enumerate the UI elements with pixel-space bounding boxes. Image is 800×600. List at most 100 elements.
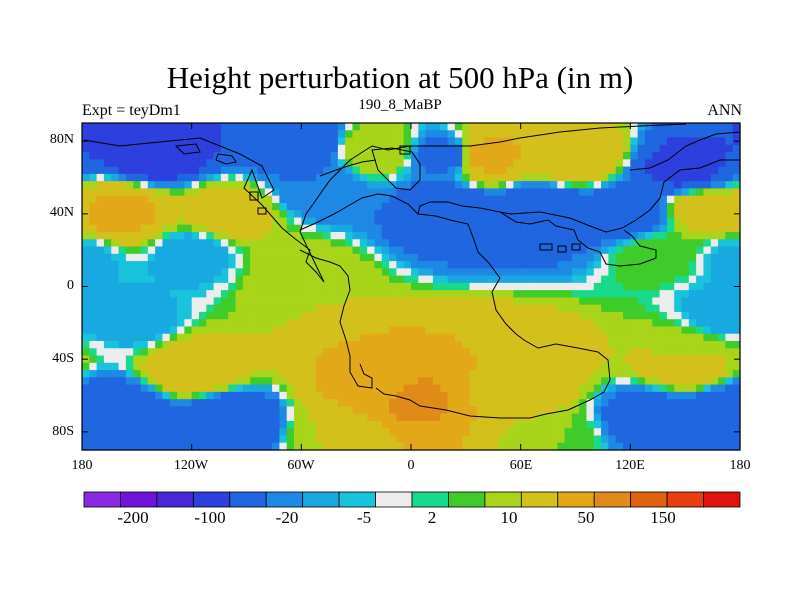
- field-cell: [264, 370, 273, 378]
- field-cell: [425, 275, 434, 284]
- field-cell: [337, 137, 346, 146]
- field-cell: [418, 202, 427, 211]
- field-cell: [184, 326, 193, 335]
- field-cell: [432, 275, 441, 284]
- field-cell: [220, 173, 229, 182]
- field-cell: [198, 159, 207, 168]
- field-cell: [337, 123, 346, 131]
- field-cell: [308, 159, 317, 168]
- field-cell: [177, 355, 185, 364]
- field-cell: [549, 384, 558, 393]
- field-cell: [615, 188, 624, 197]
- field-cell: [96, 399, 105, 407]
- field-cell: [169, 362, 178, 371]
- field-cell: [403, 348, 412, 357]
- field-cell: [454, 282, 463, 291]
- field-cell: [191, 253, 200, 262]
- field-cell: [454, 239, 463, 248]
- field-cell: [235, 435, 244, 444]
- field-cell: [615, 239, 624, 248]
- field-cell: [118, 246, 127, 255]
- field-cell: [140, 355, 149, 364]
- field-cell: [286, 282, 295, 291]
- field-cell: [235, 319, 244, 328]
- field-cell: [352, 144, 361, 153]
- field-cell: [527, 304, 536, 313]
- field-cell: [279, 275, 288, 284]
- field-cell: [206, 152, 215, 160]
- field-cell: [323, 246, 332, 255]
- field-cell: [696, 224, 705, 233]
- field-cell: [367, 428, 376, 437]
- field-cell: [133, 435, 142, 444]
- field-cell: [345, 261, 354, 269]
- colorbar-label-4: -5: [356, 508, 372, 527]
- field-cell: [198, 413, 207, 422]
- field-cell: [564, 333, 573, 342]
- field-cell: [286, 195, 295, 204]
- field-cell: [462, 123, 471, 131]
- field-cell: [367, 290, 376, 298]
- field-cell: [601, 326, 609, 335]
- field-cell: [425, 370, 434, 378]
- field-cell: [681, 319, 690, 328]
- field-cell: [513, 391, 522, 400]
- field-cell: [177, 428, 185, 437]
- field-cell: [688, 428, 697, 437]
- field-cell: [557, 442, 566, 451]
- field-cell: [579, 166, 588, 175]
- field-cell: [454, 311, 463, 320]
- field-cell: [235, 166, 244, 175]
- field-cell: [279, 370, 288, 378]
- field-cell: [506, 391, 514, 400]
- field-cell: [301, 290, 310, 298]
- field-cell: [242, 413, 251, 422]
- field-cell: [535, 253, 544, 262]
- field-cell: [491, 253, 500, 262]
- field-cell: [367, 348, 376, 357]
- field-cell: [352, 428, 361, 437]
- field-cell: [454, 290, 463, 298]
- field-cell: [469, 326, 478, 335]
- field-cell: [608, 442, 617, 451]
- field-cell: [206, 333, 215, 342]
- field-cell: [177, 275, 185, 284]
- field-cell: [294, 297, 302, 306]
- field-cell: [732, 232, 741, 240]
- field-cell: [513, 384, 522, 393]
- field-cell: [191, 391, 200, 400]
- field-cell: [286, 362, 295, 371]
- field-cell: [191, 188, 200, 197]
- field-cell: [718, 399, 726, 407]
- field-cell: [454, 195, 463, 204]
- field-cell: [513, 399, 522, 407]
- field-cell: [389, 173, 397, 182]
- field-cell: [118, 311, 127, 320]
- field-cell: [681, 333, 690, 342]
- field-cell: [681, 428, 690, 437]
- field-cell: [462, 217, 471, 226]
- field-cell: [279, 137, 288, 146]
- field-cell: [527, 188, 536, 197]
- field-cell: [345, 311, 354, 320]
- field-cell: [89, 428, 98, 437]
- field-cell: [411, 319, 419, 328]
- field-cell: [367, 319, 376, 328]
- field-cell: [103, 384, 112, 393]
- field-cell: [198, 210, 207, 219]
- field-cell: [454, 246, 463, 255]
- field-cell: [644, 144, 653, 153]
- field-cell: [337, 232, 346, 240]
- field-cell: [315, 362, 324, 371]
- field-cell: [586, 348, 595, 357]
- field-cell: [279, 355, 288, 364]
- field-cell: [323, 217, 332, 226]
- field-cell: [345, 406, 354, 415]
- field-cell: [359, 282, 368, 291]
- field-cell: [169, 326, 178, 335]
- field-cell: [89, 384, 98, 393]
- field-cell: [103, 341, 112, 349]
- field-cell: [411, 341, 419, 349]
- field-cell: [637, 173, 646, 182]
- field-cell: [615, 333, 624, 342]
